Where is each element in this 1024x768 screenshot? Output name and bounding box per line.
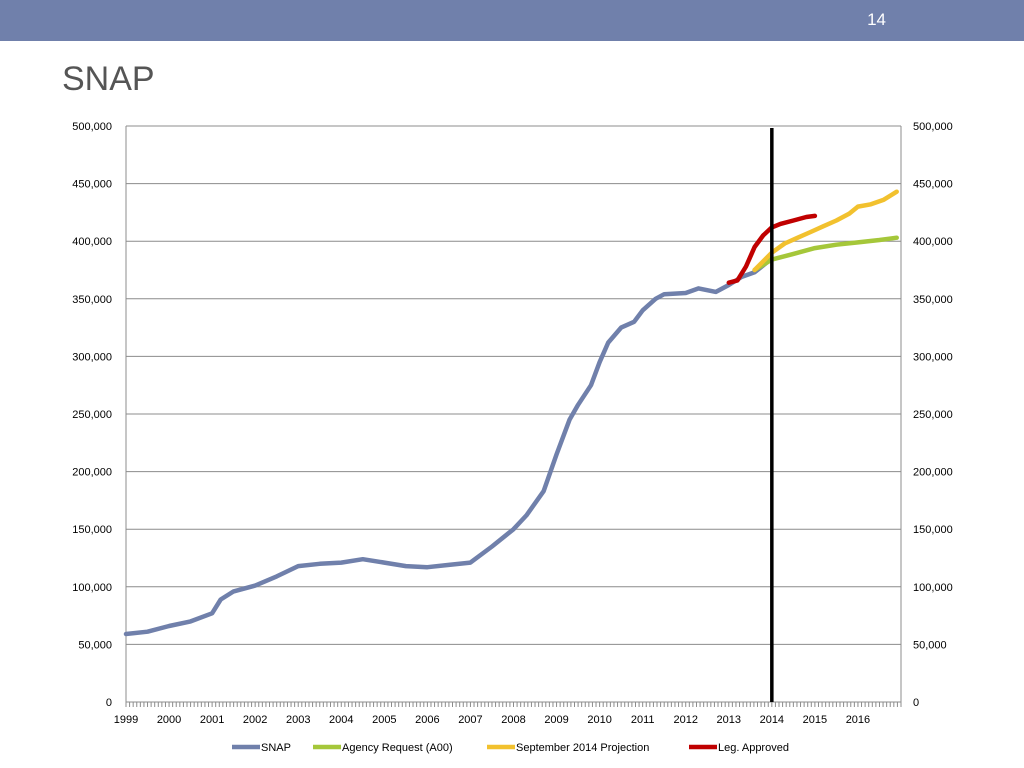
y-tick-label-left: 100,000 xyxy=(72,582,112,594)
x-axis-labels: 1999 2000 2001 2002 2003 2004 2005 2006 2007 2008… xyxy=(114,714,870,726)
y-tick-label-left: 150,000 xyxy=(72,524,112,536)
page-number: 14 xyxy=(867,10,886,29)
slide-header-bar: 14 xyxy=(0,0,1024,41)
x-tick-label: 2008 xyxy=(501,714,525,726)
y-tick-label-left: 400,000 xyxy=(72,236,112,248)
series-line-september-2014-projection xyxy=(752,189,899,273)
y-tick-label-right: 500,000 xyxy=(913,121,953,133)
x-tick-label: 2000 xyxy=(157,714,181,726)
y-tick-label-left: 450,000 xyxy=(72,179,112,191)
gridlines xyxy=(126,125,901,703)
y-tick-label-left: 250,000 xyxy=(72,409,112,421)
x-tick-label: 2002 xyxy=(243,714,267,726)
slide-title: SNAP xyxy=(62,60,155,98)
axes xyxy=(125,126,902,707)
y-tick-label-left: 300,000 xyxy=(72,351,112,363)
y-tick-label-right: 50,000 xyxy=(913,639,947,651)
x-tick-label: 2012 xyxy=(673,714,697,726)
y-tick-label-left: 350,000 xyxy=(72,294,112,306)
series-line-leg-approved xyxy=(726,213,818,285)
x-tick-label: 2009 xyxy=(544,714,568,726)
series-line-snap xyxy=(123,256,775,637)
y-tick-label-left: 0 xyxy=(106,697,112,709)
y-tick-label-right: 250,000 xyxy=(913,409,953,421)
y-tick-label-left: 200,000 xyxy=(72,467,112,479)
y-tick-label-right: 450,000 xyxy=(913,179,953,191)
x-tick-label: 2011 xyxy=(631,714,655,726)
x-tick-label: 2016 xyxy=(846,714,870,726)
x-tick-label: 2005 xyxy=(372,714,396,726)
series-lines xyxy=(123,189,899,637)
x-tick-label: 2001 xyxy=(200,714,224,726)
x-tick-label: 2015 xyxy=(803,714,827,726)
legend-label: September 2014 Projection xyxy=(516,742,649,754)
y-tick-label-right: 400,000 xyxy=(913,236,953,248)
y-tick-label-left: 500,000 xyxy=(72,121,112,133)
x-tick-label: 2014 xyxy=(760,714,784,726)
y-tick-label-right: 0 xyxy=(913,697,919,709)
x-tick-label: 2003 xyxy=(286,714,310,726)
x-tick-label: 2006 xyxy=(415,714,439,726)
y-tick-label-right: 100,000 xyxy=(913,582,953,594)
y-axis-right-labels: 0 50,000 100,000 150,000 200,000 250,000 300,0… xyxy=(913,121,953,709)
x-tick-label: 2010 xyxy=(587,714,611,726)
y-tick-label-right: 350,000 xyxy=(913,294,953,306)
y-tick-label-right: 200,000 xyxy=(913,467,953,479)
x-tick-label: 2013 xyxy=(717,714,741,726)
legend-label: Leg. Approved xyxy=(718,742,789,754)
y-tick-label-right: 150,000 xyxy=(913,524,953,536)
x-tick-label: 2004 xyxy=(329,714,353,726)
x-tick-label: 1999 xyxy=(114,714,138,726)
legend-label: SNAP xyxy=(261,742,291,754)
legend-label: Agency Request (A00) xyxy=(342,742,453,754)
series-line-agency-request-a00 xyxy=(752,235,899,273)
y-axis-left-labels: 0 50,000 100,000 150,000 200,000 250,000 300,0… xyxy=(72,121,112,709)
x-tick-label: 2007 xyxy=(458,714,482,726)
legend: SNAP Agency Request (A00) September 2014 P… xyxy=(232,742,789,754)
y-tick-label-left: 50,000 xyxy=(78,639,112,651)
y-tick-label-right: 300,000 xyxy=(913,351,953,363)
